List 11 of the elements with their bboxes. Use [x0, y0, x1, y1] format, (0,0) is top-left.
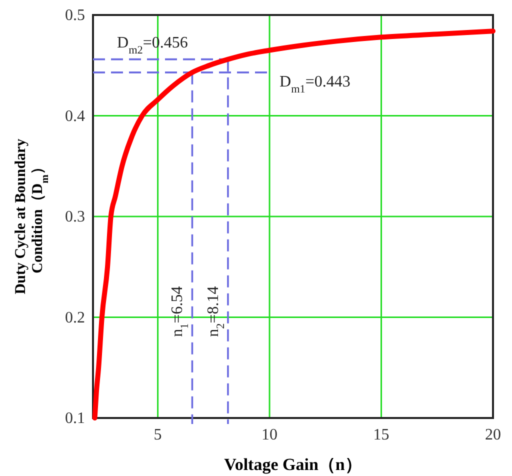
x-tick-label: 15	[373, 426, 390, 444]
ref-line-label: D$_{m1}$=0.443	[280, 73, 350, 96]
x-tick-label: 20	[485, 426, 501, 444]
y-tick-label: 0.1	[65, 410, 85, 428]
y-tick-label: 0.4	[65, 108, 85, 125]
x-tick-label: 10	[262, 426, 278, 444]
y-tick-label: 0.5	[65, 7, 85, 24]
y-tick-label: 0.2	[65, 309, 85, 326]
x-axis-title: Voltage Gain（n）	[224, 455, 362, 474]
x-tick-label: 5	[154, 426, 162, 444]
y-tick-label: 0.3	[65, 208, 85, 226]
